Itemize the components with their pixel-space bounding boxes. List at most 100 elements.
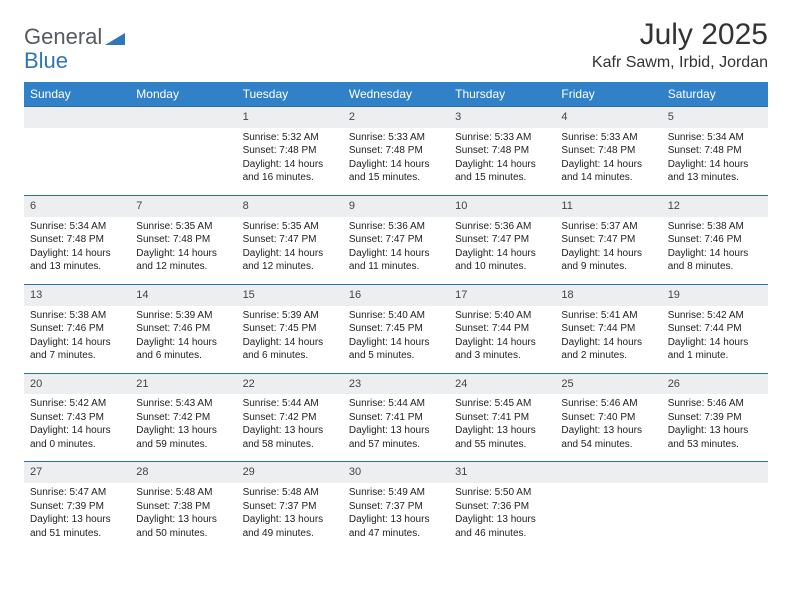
sunrise-text: Sunrise: 5:43 AM	[136, 397, 230, 411]
sunset-text: Sunset: 7:40 PM	[561, 411, 655, 425]
day-number: 19	[668, 289, 680, 301]
day-number: 31	[455, 466, 467, 478]
daylight-text: Daylight: 13 hours and 55 minutes.	[455, 424, 549, 451]
sunset-text: Sunset: 7:46 PM	[30, 322, 124, 336]
day-number: 12	[668, 200, 680, 212]
day-number-cell: 22	[237, 373, 343, 394]
sunset-text: Sunset: 7:37 PM	[243, 500, 337, 514]
day-number-cell	[130, 107, 236, 128]
sunrise-text: Sunrise: 5:39 AM	[136, 309, 230, 323]
page-header: General July 2025 Kafr Sawm, Irbid, Jord…	[24, 18, 768, 72]
day-detail-cell: Sunrise: 5:45 AMSunset: 7:41 PMDaylight:…	[449, 394, 555, 462]
sunrise-text: Sunrise: 5:44 AM	[349, 397, 443, 411]
day-number: 6	[30, 200, 36, 212]
day-number-cell: 10	[449, 195, 555, 216]
daylight-text: Daylight: 14 hours and 0 minutes.	[30, 424, 124, 451]
sunrise-text: Sunrise: 5:47 AM	[30, 486, 124, 500]
day-number-cell: 7	[130, 195, 236, 216]
day-number-cell: 2	[343, 107, 449, 128]
week-number-row: 12345	[24, 107, 768, 128]
daylight-text: Daylight: 13 hours and 59 minutes.	[136, 424, 230, 451]
day-number: 13	[30, 289, 42, 301]
logo-triangle-icon	[105, 29, 125, 45]
day-number: 27	[30, 466, 42, 478]
sunrise-text: Sunrise: 5:35 AM	[243, 220, 337, 234]
sunset-text: Sunset: 7:47 PM	[243, 233, 337, 247]
day-number-cell: 5	[662, 107, 768, 128]
sunrise-text: Sunrise: 5:35 AM	[136, 220, 230, 234]
day-detail-cell: Sunrise: 5:39 AMSunset: 7:45 PMDaylight:…	[237, 306, 343, 374]
day-number: 14	[136, 289, 148, 301]
day-number-cell: 28	[130, 462, 236, 483]
day-number: 5	[668, 111, 674, 123]
sunrise-text: Sunrise: 5:36 AM	[455, 220, 549, 234]
sunset-text: Sunset: 7:48 PM	[243, 144, 337, 158]
day-number-cell: 29	[237, 462, 343, 483]
sunset-text: Sunset: 7:42 PM	[136, 411, 230, 425]
day-number: 17	[455, 289, 467, 301]
day-detail-cell: Sunrise: 5:47 AMSunset: 7:39 PMDaylight:…	[24, 483, 130, 550]
daylight-text: Daylight: 14 hours and 10 minutes.	[455, 247, 549, 274]
day-detail-cell: Sunrise: 5:37 AMSunset: 7:47 PMDaylight:…	[555, 217, 661, 285]
sunrise-text: Sunrise: 5:42 AM	[30, 397, 124, 411]
col-saturday: Saturday	[662, 82, 768, 107]
week-number-row: 6789101112	[24, 195, 768, 216]
daylight-text: Daylight: 13 hours and 58 minutes.	[243, 424, 337, 451]
sunset-text: Sunset: 7:46 PM	[668, 233, 762, 247]
sunset-text: Sunset: 7:47 PM	[561, 233, 655, 247]
day-number-cell: 11	[555, 195, 661, 216]
day-detail-cell: Sunrise: 5:38 AMSunset: 7:46 PMDaylight:…	[24, 306, 130, 374]
sunrise-text: Sunrise: 5:34 AM	[668, 131, 762, 145]
day-number: 8	[243, 200, 249, 212]
day-number: 28	[136, 466, 148, 478]
month-title: July 2025	[592, 18, 768, 52]
daylight-text: Daylight: 13 hours and 49 minutes.	[243, 513, 337, 540]
day-number-cell: 15	[237, 284, 343, 305]
day-number: 25	[561, 378, 573, 390]
sunset-text: Sunset: 7:44 PM	[455, 322, 549, 336]
day-number: 26	[668, 378, 680, 390]
sunset-text: Sunset: 7:47 PM	[455, 233, 549, 247]
day-number-cell: 3	[449, 107, 555, 128]
sunset-text: Sunset: 7:39 PM	[668, 411, 762, 425]
day-detail-cell: Sunrise: 5:48 AMSunset: 7:37 PMDaylight:…	[237, 483, 343, 550]
day-detail-cell: Sunrise: 5:39 AMSunset: 7:46 PMDaylight:…	[130, 306, 236, 374]
sunrise-text: Sunrise: 5:33 AM	[561, 131, 655, 145]
sunrise-text: Sunrise: 5:32 AM	[243, 131, 337, 145]
daylight-text: Daylight: 14 hours and 15 minutes.	[455, 158, 549, 185]
sunset-text: Sunset: 7:47 PM	[349, 233, 443, 247]
daylight-text: Daylight: 13 hours and 46 minutes.	[455, 513, 549, 540]
sunset-text: Sunset: 7:41 PM	[349, 411, 443, 425]
sunrise-text: Sunrise: 5:37 AM	[561, 220, 655, 234]
daylight-text: Daylight: 14 hours and 13 minutes.	[668, 158, 762, 185]
day-detail-cell: Sunrise: 5:33 AMSunset: 7:48 PMDaylight:…	[449, 128, 555, 196]
sunset-text: Sunset: 7:48 PM	[668, 144, 762, 158]
sunrise-text: Sunrise: 5:34 AM	[30, 220, 124, 234]
col-thursday: Thursday	[449, 82, 555, 107]
col-friday: Friday	[555, 82, 661, 107]
daylight-text: Daylight: 14 hours and 14 minutes.	[561, 158, 655, 185]
week-detail-row: Sunrise: 5:47 AMSunset: 7:39 PM Daylight:…	[24, 483, 768, 550]
day-number: 23	[349, 378, 361, 390]
daylight-text: Daylight: 14 hours and 12 minutes.	[136, 247, 230, 274]
calendar-table: Sunday Monday Tuesday Wednesday Thursday…	[24, 82, 768, 550]
col-wednesday: Wednesday	[343, 82, 449, 107]
day-detail-cell: Sunrise: 5:33 AMSunset: 7:48 PMDaylight:…	[555, 128, 661, 196]
day-detail-cell: Sunrise: 5:41 AMSunset: 7:44 PMDaylight:…	[555, 306, 661, 374]
day-detail-cell: Sunrise: 5:32 AMSunset: 7:48 PMDaylight:…	[237, 128, 343, 196]
sunset-text: Sunset: 7:48 PM	[30, 233, 124, 247]
day-number-cell	[24, 107, 130, 128]
day-number-cell: 21	[130, 373, 236, 394]
day-detail-cell: Sunrise: 5:38 AMSunset: 7:46 PMDaylight:…	[662, 217, 768, 285]
sunset-text: Sunset: 7:45 PM	[349, 322, 443, 336]
sunrise-text: Sunrise: 5:38 AM	[30, 309, 124, 323]
daylight-text: Daylight: 14 hours and 1 minute.	[668, 336, 762, 363]
location-text: Kafr Sawm, Irbid, Jordan	[592, 54, 768, 72]
day-number-cell: 31	[449, 462, 555, 483]
sunset-text: Sunset: 7:48 PM	[349, 144, 443, 158]
day-detail-cell: Sunrise: 5:36 AMSunset: 7:47 PMDaylight:…	[343, 217, 449, 285]
sunrise-text: Sunrise: 5:40 AM	[349, 309, 443, 323]
day-number-cell: 23	[343, 373, 449, 394]
sunset-text: Sunset: 7:39 PM	[30, 500, 124, 514]
day-number: 4	[561, 111, 567, 123]
